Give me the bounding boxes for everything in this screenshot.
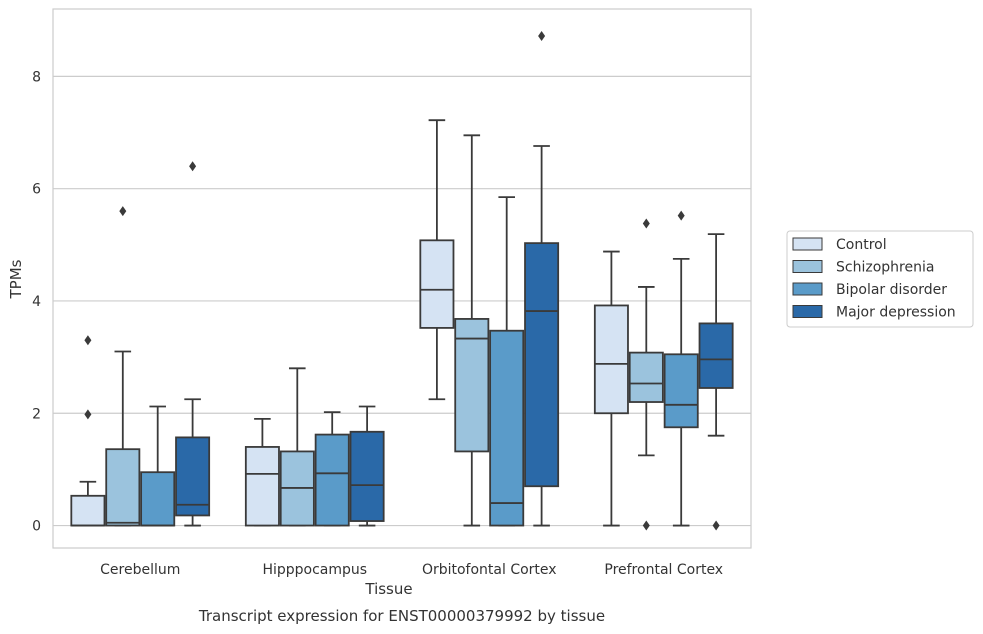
box-group bbox=[593, 250, 629, 527]
box bbox=[105, 448, 141, 527]
box-group bbox=[244, 417, 280, 527]
legend-label: Schizophrenia bbox=[836, 260, 934, 276]
box-group bbox=[314, 411, 350, 527]
legend-label: Control bbox=[836, 237, 887, 253]
box bbox=[454, 318, 490, 453]
box-group bbox=[698, 233, 734, 531]
box-group bbox=[140, 405, 176, 527]
outlier-point bbox=[712, 520, 720, 531]
legend: Control Schizophrenia Bipolar disorder Majo… bbox=[786, 230, 974, 328]
boxes bbox=[70, 30, 734, 531]
outlier-point bbox=[538, 30, 546, 41]
y-tick-label: 2 bbox=[32, 406, 41, 422]
box-group bbox=[524, 30, 560, 527]
y-axis-title: TPMs bbox=[7, 259, 25, 299]
box-group bbox=[279, 367, 315, 527]
box bbox=[140, 471, 176, 527]
box bbox=[524, 242, 560, 488]
figure-caption: Transcript expression for ENST0000037999… bbox=[198, 607, 605, 625]
y-tick-label: 0 bbox=[32, 519, 41, 535]
box-group bbox=[419, 119, 455, 401]
x-tick-labels: Cerebellum Hipppocampus Orbitofontal Corte… bbox=[100, 562, 723, 578]
box bbox=[349, 430, 385, 522]
x-tick-label: Prefrontal Cortex bbox=[604, 562, 723, 578]
box-group bbox=[175, 161, 211, 527]
box-group bbox=[454, 134, 490, 527]
box bbox=[698, 322, 734, 389]
x-tick-label: Cerebellum bbox=[100, 562, 180, 578]
legend-label: Bipolar disorder bbox=[836, 282, 947, 298]
box-group bbox=[628, 218, 664, 531]
x-tick-label: Hipppocampus bbox=[262, 562, 367, 578]
box bbox=[593, 304, 629, 415]
box bbox=[244, 446, 280, 527]
y-tick-label: 8 bbox=[32, 69, 41, 85]
x-tick-label: Orbitofontal Cortex bbox=[422, 562, 557, 578]
box bbox=[314, 433, 350, 527]
legend-label: Major depression bbox=[836, 305, 956, 321]
box bbox=[628, 351, 664, 403]
box-group bbox=[349, 405, 385, 527]
outlier-point bbox=[642, 520, 650, 531]
box-group bbox=[663, 210, 699, 527]
y-tick-label: 4 bbox=[32, 294, 41, 310]
outlier-point bbox=[642, 218, 650, 229]
box bbox=[663, 353, 699, 429]
outlier-point bbox=[677, 210, 685, 221]
box bbox=[489, 329, 525, 527]
box-group bbox=[105, 206, 141, 527]
legend-swatch bbox=[792, 282, 823, 296]
outlier-point bbox=[119, 206, 127, 217]
plot-area-frame bbox=[52, 8, 752, 549]
outlier-point bbox=[84, 335, 92, 346]
legend-swatch bbox=[792, 260, 823, 273]
y-tick-label: 6 bbox=[32, 182, 41, 198]
outlier-point bbox=[189, 161, 197, 172]
legend-frame bbox=[786, 230, 974, 328]
legend-swatch bbox=[792, 237, 823, 251]
legend-swatch bbox=[792, 305, 823, 318]
box bbox=[175, 436, 211, 517]
box bbox=[70, 494, 106, 527]
x-axis-title: Tissue bbox=[364, 580, 412, 598]
box bbox=[419, 239, 455, 329]
box-group bbox=[489, 196, 525, 527]
y-tick-labels: 0 2 4 6 8 bbox=[32, 69, 41, 534]
outlier-point bbox=[84, 409, 92, 420]
box-group bbox=[70, 335, 106, 527]
